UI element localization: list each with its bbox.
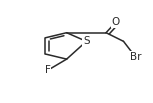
Text: Br: Br	[130, 52, 141, 62]
Text: S: S	[83, 36, 90, 46]
Text: F: F	[45, 65, 51, 75]
Text: O: O	[112, 17, 120, 27]
